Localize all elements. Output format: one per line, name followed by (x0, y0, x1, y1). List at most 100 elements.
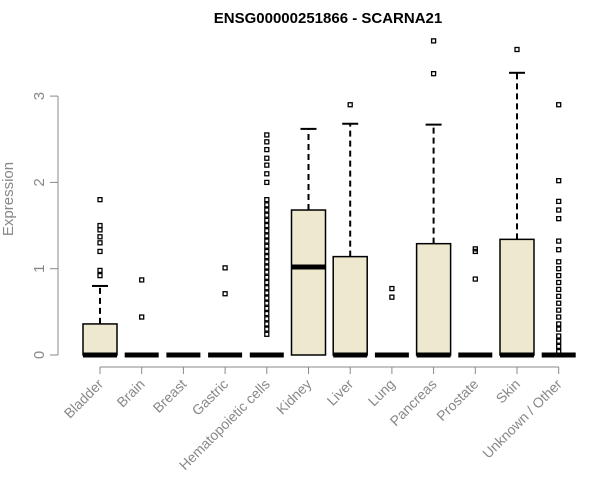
x-tick-label: Prostate (433, 376, 481, 424)
outlier-point (264, 321, 270, 327)
y-tick-label: 1 (31, 265, 48, 273)
outlier-point (139, 277, 145, 283)
x-tick-label: Skin (493, 376, 524, 407)
box-body (290, 209, 327, 356)
outlier-point (264, 217, 270, 224)
outlier-point (556, 178, 562, 184)
x-tick-label: Bladder (61, 376, 107, 422)
outlier-point (556, 338, 562, 344)
y-tick-label: 3 (31, 92, 48, 100)
outlier-point (264, 290, 270, 296)
outlier-point (264, 139, 270, 145)
outlier-point (556, 266, 562, 272)
outlier-point (556, 333, 562, 339)
outlier-point (389, 294, 395, 300)
outlier-point (556, 314, 562, 320)
outlier-point (264, 248, 270, 255)
outlier-point (264, 259, 270, 265)
chart-title: ENSG00000251866 - SCARNA21 (214, 10, 442, 27)
box-group (415, 38, 452, 358)
outlier-point (264, 222, 270, 229)
outlier-point (264, 264, 270, 270)
y-tick-label: 2 (31, 178, 48, 186)
outlier-point (264, 238, 270, 244)
outlier-point (514, 46, 520, 53)
outlier-point (264, 316, 270, 322)
outlier-point (430, 71, 437, 77)
outlier-point (264, 243, 270, 249)
outlier-point (264, 171, 270, 177)
outlier-point (472, 276, 478, 282)
box-group (374, 285, 409, 358)
outlier-point (264, 212, 270, 218)
x-tick-label: Brain (113, 376, 147, 410)
outlier-point (264, 146, 270, 153)
x-tick-label: Lung (365, 376, 398, 409)
box-group (458, 246, 493, 358)
outlier-point (97, 222, 103, 229)
outlier-point (556, 343, 562, 350)
outlier-point (264, 202, 270, 208)
outlier-point (556, 307, 562, 313)
outlier-point (556, 272, 562, 279)
outlier-point (556, 326, 562, 332)
outlier-point (264, 326, 270, 332)
box-body (332, 255, 368, 356)
box-group (82, 197, 118, 358)
outlier-point (556, 102, 562, 108)
y-tick-label: 0 (31, 351, 48, 359)
outlier-point (264, 269, 270, 275)
outlier-point (264, 207, 270, 213)
outlier-point (97, 248, 103, 255)
outlier-point (97, 197, 103, 203)
x-tick-label: Breast (150, 376, 190, 416)
outlier-point (97, 267, 103, 274)
outlier-point (556, 348, 562, 355)
outlier-point (556, 286, 562, 293)
outlier-point (556, 247, 562, 253)
outlier-point (556, 300, 562, 306)
outlier-point (264, 197, 270, 203)
outlier-point (222, 265, 228, 271)
outlier-point (556, 238, 562, 244)
box-group (208, 265, 243, 358)
box-body (82, 323, 118, 356)
outlier-point (264, 253, 270, 260)
plot-area (82, 38, 576, 358)
outlier-point (264, 233, 270, 239)
outlier-point (222, 291, 228, 297)
box-group (124, 277, 159, 358)
outlier-point (264, 279, 270, 286)
box-body (415, 242, 452, 356)
x-tick-label: Liver (324, 376, 357, 409)
outlier-point (389, 285, 395, 292)
outlier-point (472, 246, 478, 252)
outlier-point (264, 310, 270, 317)
outlier-point (97, 227, 103, 233)
outlier-point (264, 331, 270, 337)
outlier-point (556, 259, 562, 265)
outlier-point (556, 279, 562, 286)
outlier-point (97, 272, 103, 279)
outlier-point (556, 207, 562, 213)
outlier-point (264, 132, 270, 138)
box-group (499, 46, 535, 358)
outlier-point (264, 155, 270, 161)
outlier-point (264, 300, 270, 306)
x-tick-label: Unknown / Other (479, 376, 565, 462)
outlier-point (556, 198, 562, 205)
outlier-point (264, 295, 270, 301)
outlier-point (264, 228, 270, 234)
outlier-point (139, 314, 145, 320)
outlier-point (264, 162, 270, 168)
x-tick-label: Kidney (273, 376, 315, 418)
outlier-point (556, 321, 562, 327)
box-group (249, 132, 284, 358)
box-body (499, 238, 535, 356)
box-group (290, 127, 327, 356)
outlier-point (347, 102, 353, 108)
box-group (332, 102, 368, 358)
outlier-point (264, 179, 270, 186)
outlier-point (97, 240, 103, 246)
